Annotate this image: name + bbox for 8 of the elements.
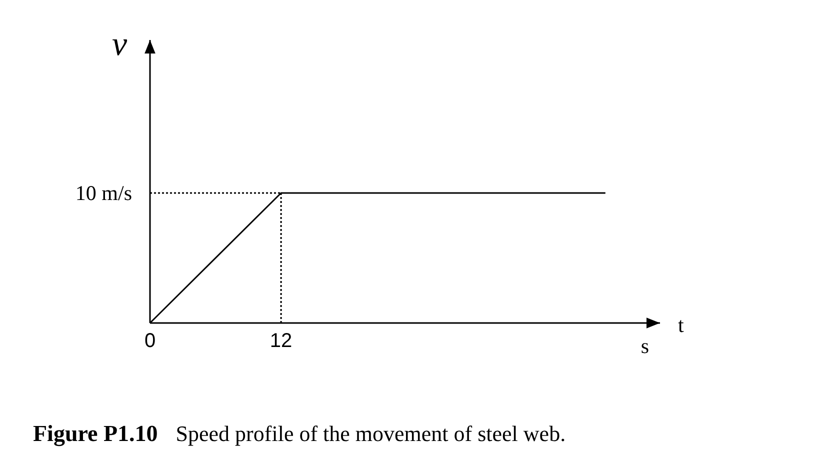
annotation: 10 m/s	[75, 181, 132, 205]
x-tick-label: 0	[144, 330, 156, 352]
x-axis-title: t	[678, 313, 684, 337]
text: s	[640, 334, 650, 358]
y-axis-title: v	[112, 26, 128, 63]
text: Figure P1.10	[33, 421, 158, 447]
text: Speed profile of the movement of steel web.	[176, 421, 566, 446]
x-tick-label: 12	[270, 330, 292, 352]
